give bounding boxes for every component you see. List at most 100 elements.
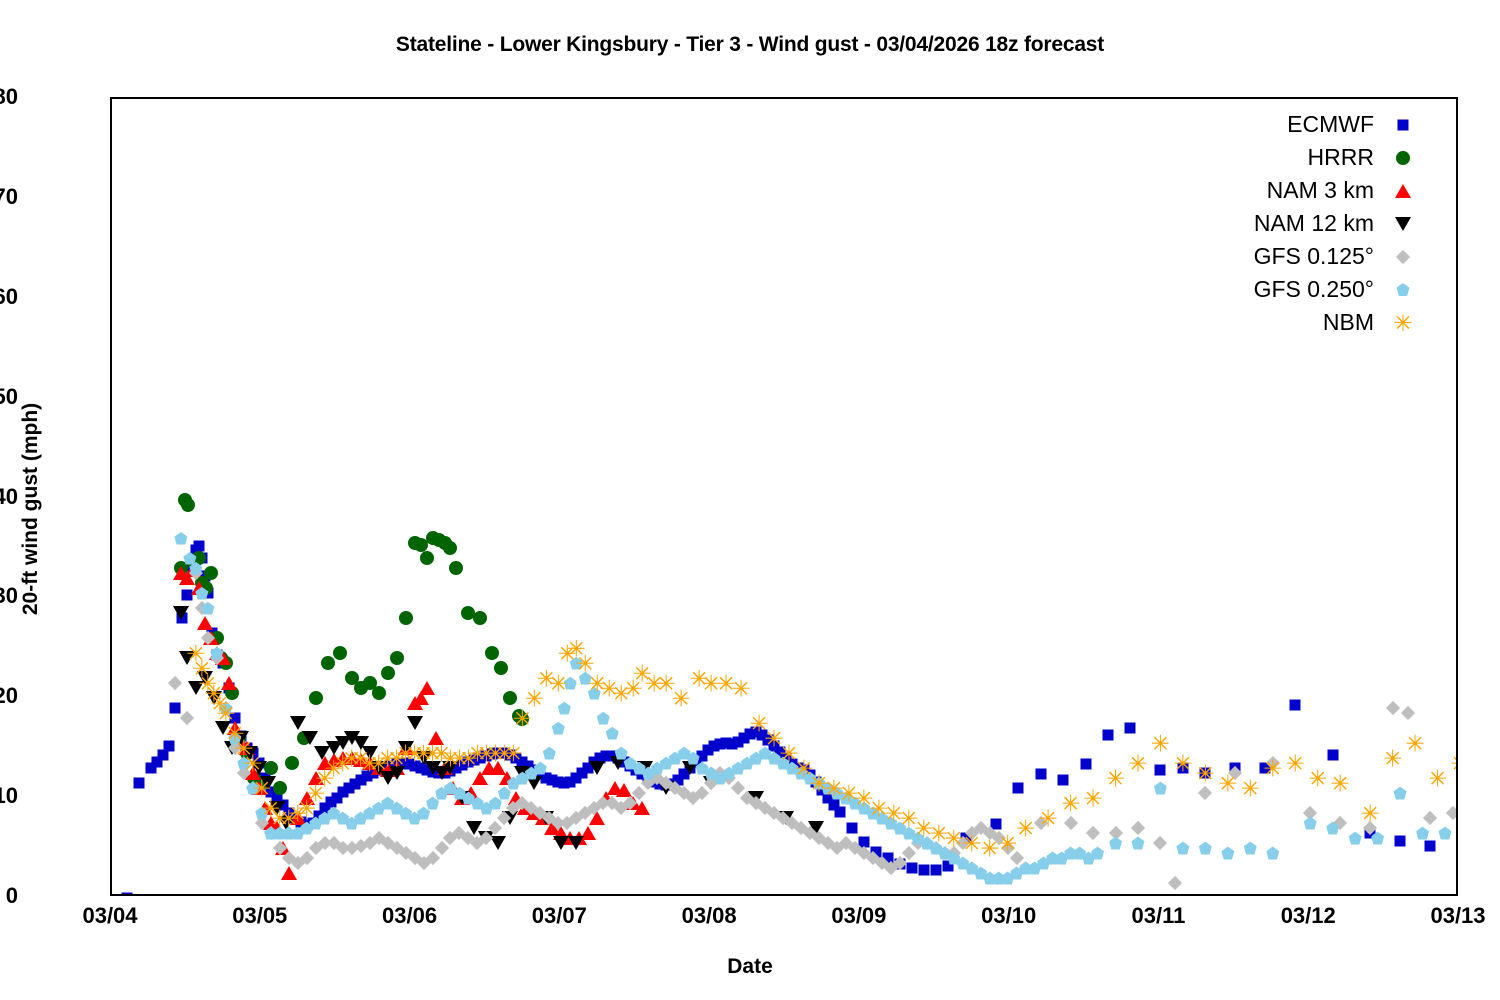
data-point [1174, 754, 1192, 772]
y-tick-label: 80 [0, 84, 18, 109]
y-tick-label: 30 [0, 583, 18, 609]
data-point [485, 646, 500, 661]
data-point [337, 786, 349, 798]
data-point [1406, 734, 1424, 752]
data-point [433, 744, 450, 762]
data-point [963, 834, 981, 852]
data-point [553, 836, 570, 851]
data-point [641, 766, 655, 780]
data-point [244, 754, 262, 772]
data-point [1243, 841, 1257, 855]
data-point [1286, 754, 1304, 772]
data-point [614, 746, 628, 760]
legend-marker-diamond-icon [1388, 242, 1418, 272]
data-point [253, 779, 271, 797]
data-point [183, 551, 197, 565]
data-point [409, 760, 421, 772]
legend-item-gfs-0-250[interactable]: GFS 0.250° [1150, 273, 1418, 306]
data-point [1010, 866, 1024, 880]
data-point [442, 761, 459, 776]
data-point [145, 762, 157, 774]
data-point [650, 761, 664, 775]
data-point [388, 766, 405, 781]
data-point [325, 796, 337, 808]
data-point [362, 676, 377, 691]
data-point [193, 540, 205, 552]
x-axis-label: Date [727, 955, 773, 978]
marker-glyph [1394, 314, 1412, 331]
legend-item-ecmwf[interactable]: ECMWF [1150, 108, 1418, 141]
data-point [858, 836, 870, 848]
data-point [363, 806, 377, 820]
data-point [226, 724, 244, 742]
legend-item-hrrr[interactable]: HRRR [1150, 141, 1418, 174]
data-point [612, 684, 630, 702]
data-point [1037, 856, 1051, 870]
data-point [193, 659, 211, 677]
data-point [217, 704, 235, 722]
data-point [320, 656, 335, 671]
data-point [178, 651, 195, 666]
data-point [443, 541, 458, 556]
data-point [1219, 774, 1237, 792]
page-title: Stateline - Lower Kingsbury - Tier 3 - W… [395, 33, 1105, 56]
data-point [594, 752, 606, 764]
legend-label: GFS 0.125° [1253, 243, 1374, 269]
data-point [732, 679, 750, 697]
legend-item-gfs-0-125[interactable]: GFS 0.125° [1150, 240, 1418, 273]
legend-item-nam-3-km[interactable]: NAM 3 km [1150, 174, 1418, 207]
data-point [524, 766, 538, 780]
data-point [549, 674, 567, 692]
data-point [503, 691, 518, 706]
data-point [271, 794, 283, 806]
data-point [516, 756, 528, 768]
legend: ECMWF HRRR NAM 3 km NAM 12 km GFS 0.125° GFS … [1150, 108, 1418, 339]
data-point [749, 751, 763, 765]
data-point [344, 671, 359, 686]
data-point [403, 758, 415, 770]
data-point [564, 776, 576, 788]
data-point [172, 606, 189, 621]
data-point [1331, 774, 1349, 792]
data-point [426, 796, 440, 810]
data-point [289, 716, 306, 731]
data-point [1062, 794, 1080, 812]
data-point [282, 826, 296, 840]
data-point [265, 786, 277, 798]
x-tick-label: 03/12 [1280, 903, 1336, 928]
legend-item-nbm[interactable]: NBM [1150, 306, 1418, 339]
data-point [415, 762, 427, 774]
data-point [1438, 826, 1452, 840]
data-point [1416, 826, 1430, 840]
data-point [542, 746, 556, 760]
data-point [1289, 699, 1301, 711]
data-point [1198, 841, 1212, 855]
data-point [1064, 846, 1078, 860]
data-point [331, 792, 343, 804]
data-point [605, 726, 619, 740]
data-point [427, 731, 444, 746]
data-point [713, 771, 727, 785]
legend-item-nam-12-km[interactable]: NAM 12 km [1150, 207, 1418, 240]
data-point [1129, 754, 1147, 772]
data-point [307, 784, 325, 802]
data-point [486, 748, 498, 760]
legend-label: ECMWF [1287, 111, 1374, 137]
data-point [361, 746, 378, 761]
data-point [308, 691, 323, 706]
y-axis-label: 20-ft wind gust (mph) [19, 402, 42, 616]
data-point [596, 711, 610, 725]
x-tick-label: 03/04 [82, 903, 138, 928]
data-point [696, 750, 708, 762]
x-tick-label: 03/09 [831, 903, 887, 928]
data-point [1196, 764, 1214, 782]
data-point [1303, 816, 1317, 830]
data-point [546, 774, 558, 786]
data-point [163, 740, 175, 752]
data-point [490, 836, 507, 851]
data-point [1102, 729, 1114, 741]
data-point [419, 551, 434, 566]
data-point [1264, 759, 1282, 777]
data-point [558, 777, 570, 789]
data-point [537, 669, 555, 687]
